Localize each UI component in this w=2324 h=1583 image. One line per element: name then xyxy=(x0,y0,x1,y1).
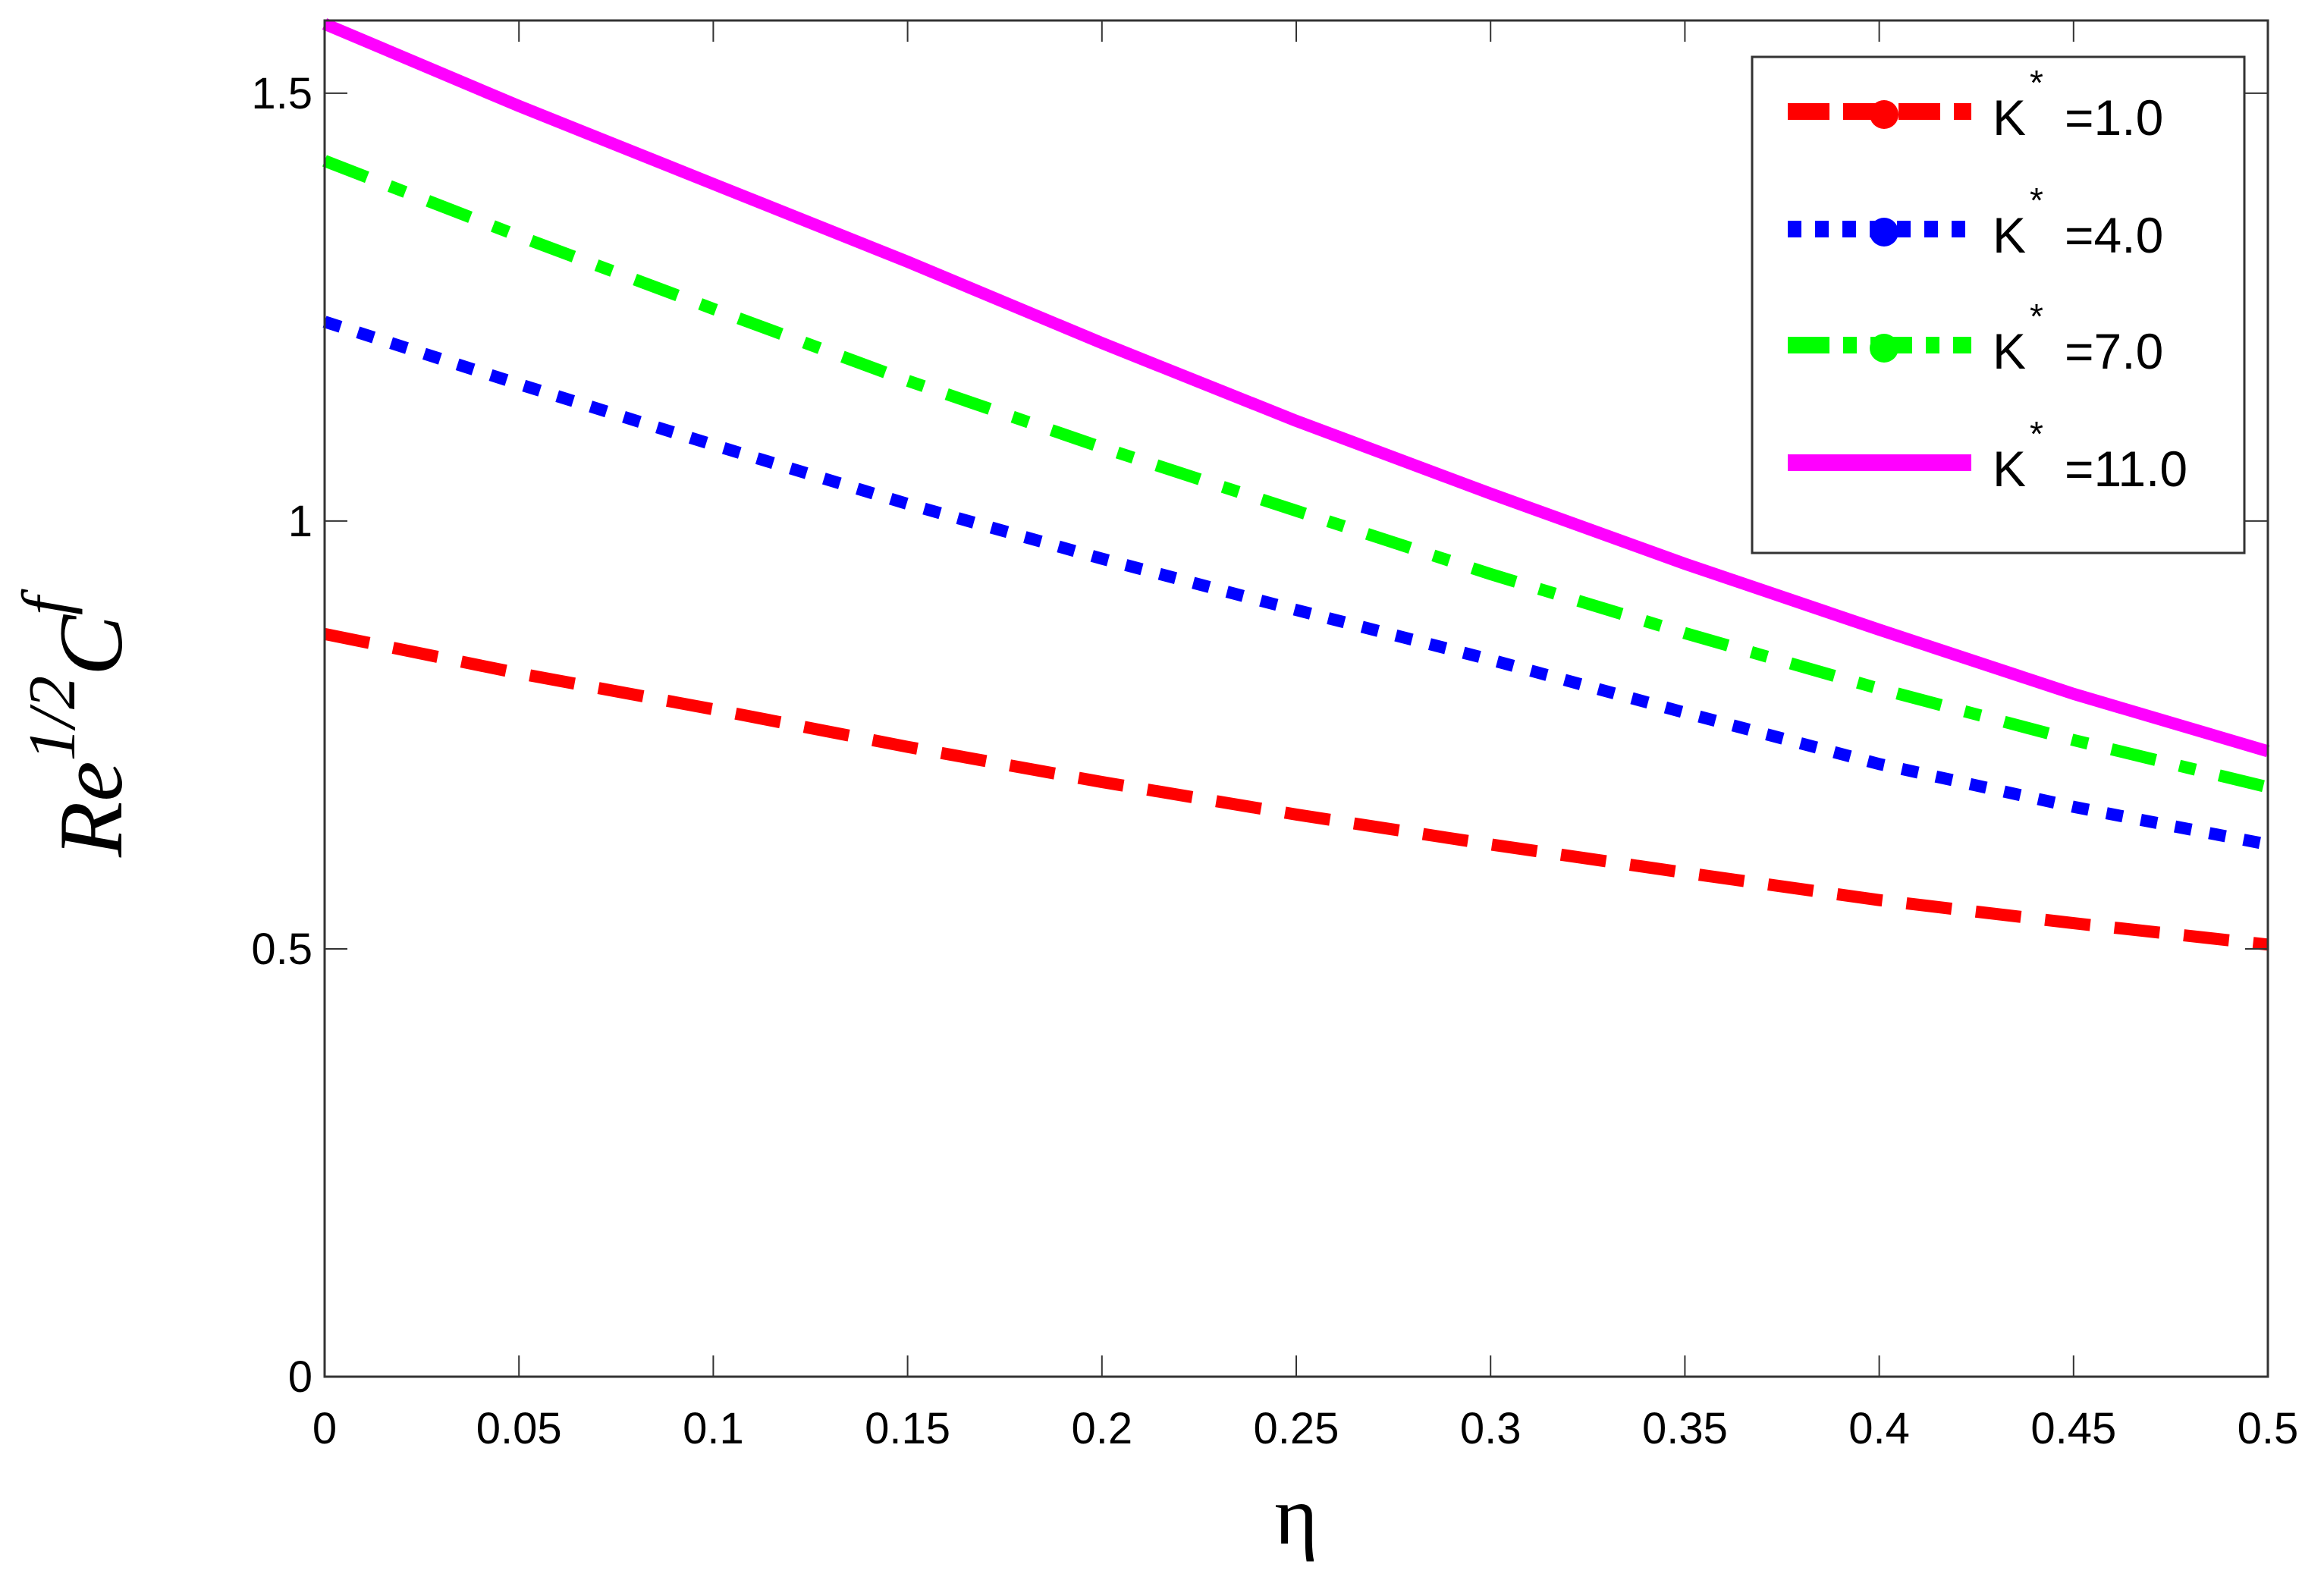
y-label-sup: 1/2 xyxy=(16,676,90,761)
y-tick-label: 0 xyxy=(288,1352,312,1402)
x-tick-label: 0.5 xyxy=(2238,1404,2299,1453)
y-tick-label: 0.5 xyxy=(251,925,312,974)
legend-star: * xyxy=(2030,181,2043,220)
legend-star: * xyxy=(2030,414,2043,454)
series-layer xyxy=(322,18,2270,951)
x-tick-label: 0.1 xyxy=(683,1404,744,1453)
y-tick-label: 1.5 xyxy=(251,69,312,118)
x-tick-label: 0.4 xyxy=(1848,1404,1910,1453)
y-label-main: C xyxy=(40,614,141,676)
legend-marker-icon xyxy=(1870,100,1898,129)
y-label-base: Re xyxy=(40,761,141,858)
series-line-3 xyxy=(322,18,2270,758)
legend-item-2: K* =7.0 xyxy=(1788,297,2163,379)
y-axis-label: Re1/2Cf xyxy=(10,589,141,858)
legend-value: =11.0 xyxy=(2065,441,2187,497)
legend-label: K xyxy=(1993,207,2026,263)
y-tick-label: 1 xyxy=(288,497,312,546)
legend-item-1: K* =4.0 xyxy=(1788,181,2163,263)
x-tick-label: 0 xyxy=(312,1404,337,1453)
svg-text:Re1/2Cf: Re1/2Cf xyxy=(10,589,141,858)
legend-item-0: K* =1.0 xyxy=(1788,63,2163,146)
x-tick-label: 0.15 xyxy=(865,1404,950,1453)
legend: K*=1.0K*=4.0K*=7.0K*=11.0 xyxy=(1751,55,2246,554)
legend-label: K xyxy=(1993,90,2026,146)
legend-star: * xyxy=(2030,297,2043,336)
x-axis-ticks: 0 0.05 0.1 0.15 0.2 0.25 0.3 0.35 0.4 0.45 0.5 xyxy=(312,20,2298,1453)
x-tick-label: 0.2 xyxy=(1071,1404,1132,1453)
legend-value: =4.0 xyxy=(2065,207,2163,263)
y-label-sub: f xyxy=(10,589,83,615)
x-tick-label: 0.35 xyxy=(1642,1404,1728,1453)
series-line-1 xyxy=(322,316,2269,851)
x-tick-label: 0.25 xyxy=(1254,1404,1339,1453)
legend-label: K xyxy=(1993,323,2026,379)
series-line-2 xyxy=(322,155,2269,793)
x-tick-label: 0.05 xyxy=(476,1404,562,1453)
legend-marker-icon xyxy=(1870,218,1898,247)
legend-star: * xyxy=(2030,63,2043,102)
legend-value: =1.0 xyxy=(2065,90,2163,146)
legend-item-3: K* =11.0 xyxy=(1788,414,2187,497)
x-tick-label: 0.3 xyxy=(1460,1404,1522,1453)
x-tick-label: 0.45 xyxy=(2030,1404,2116,1453)
legend-marker-icon xyxy=(1870,334,1898,363)
x-axis-label: η xyxy=(1274,1469,1318,1562)
legend-label: K xyxy=(1993,441,2026,497)
series-line-0 xyxy=(323,627,2269,951)
legend-value: =7.0 xyxy=(2065,323,2163,379)
y-axis-ticks: 0 0.5 1 1.5 xyxy=(251,69,2268,1402)
